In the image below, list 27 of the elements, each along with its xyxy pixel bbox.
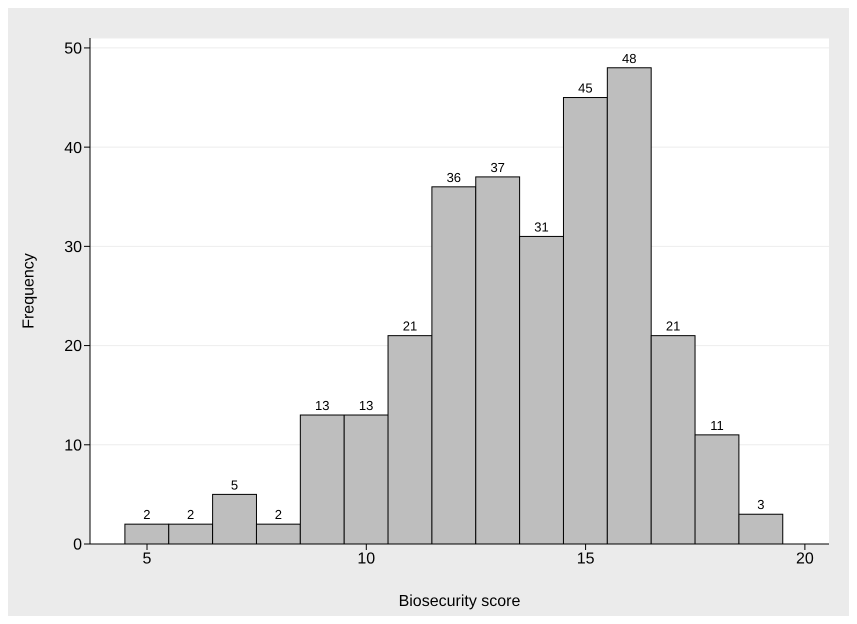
y-tick-label: 40 — [64, 140, 82, 157]
data-label: 2 — [187, 507, 194, 522]
x-axis-title: Biosecurity score — [398, 593, 521, 610]
y-tick-label: 10 — [64, 437, 82, 454]
data-label: 2 — [274, 507, 282, 522]
data-label: 37 — [490, 160, 505, 175]
data-label: 2 — [143, 507, 150, 522]
x-tick-label: 20 — [796, 550, 814, 568]
data-label: 5 — [230, 477, 238, 492]
y-tick-label: 30 — [64, 239, 82, 256]
x-tick-label: 10 — [357, 550, 376, 568]
data-label: 13 — [358, 398, 374, 414]
data-label: 48 — [622, 50, 636, 66]
data-label: 11 — [710, 418, 724, 433]
data-label: 21 — [666, 318, 680, 334]
y-tick-label: 50 — [64, 40, 82, 58]
data-label: 45 — [578, 80, 593, 96]
y-axis-title: Frequency — [20, 253, 38, 329]
y-tick-label: 0 — [73, 536, 82, 554]
x-tick-label: 5 — [142, 550, 152, 568]
x-tick-label: 15 — [576, 550, 595, 568]
data-label: 31 — [534, 219, 549, 234]
data-label: 36 — [446, 170, 462, 185]
y-tick-label: 20 — [64, 338, 82, 356]
data-label: 3 — [757, 497, 764, 512]
data-label: 21 — [402, 318, 418, 334]
data-label: 13 — [315, 398, 330, 414]
